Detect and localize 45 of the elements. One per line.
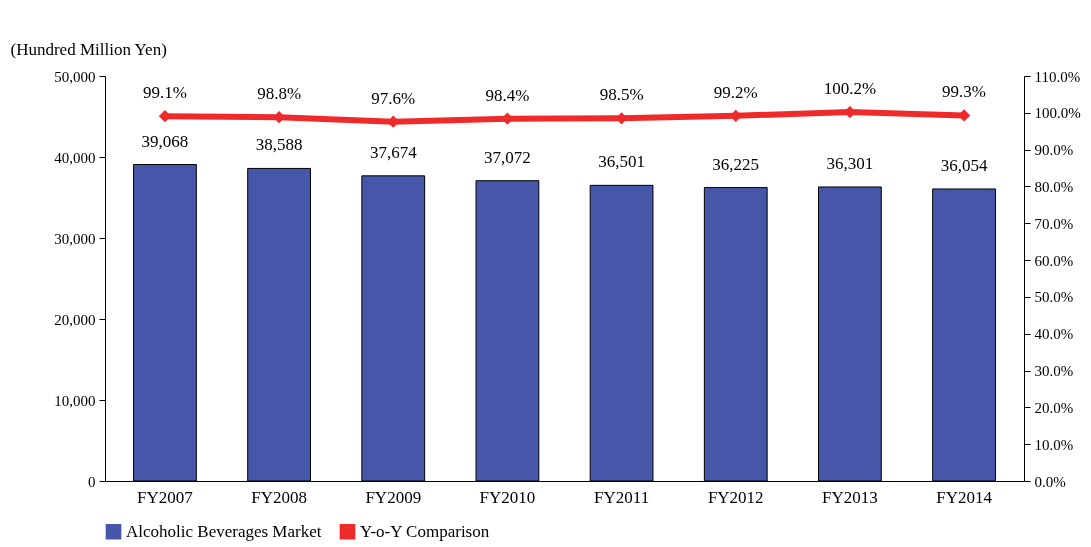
x-tick-label: FY2009 bbox=[365, 487, 422, 507]
y2-tick-label: 100.0% bbox=[1034, 105, 1081, 122]
data-label: 99.3% bbox=[942, 82, 987, 102]
x-tick-label: FY2014 bbox=[936, 487, 993, 507]
y2-tick-label: 110.0% bbox=[1034, 68, 1081, 85]
y2-tick-label: 0.0% bbox=[1034, 473, 1066, 490]
x-tick-label: FY2007 bbox=[137, 487, 194, 507]
y2-tick-label: 60.0% bbox=[1034, 252, 1074, 269]
y2-tick-label: 30.0% bbox=[1034, 363, 1074, 380]
y-tick-label: 30,000 bbox=[54, 230, 96, 247]
y2-tick-label: 90.0% bbox=[1034, 142, 1074, 159]
y2-tick-label: 50.0% bbox=[1034, 289, 1074, 306]
x-tick-label: FY2012 bbox=[707, 487, 764, 507]
x-tick-label: FY2011 bbox=[594, 487, 650, 507]
data-label: 36,054 bbox=[940, 155, 988, 175]
data-label: 36,501 bbox=[598, 152, 645, 172]
data-label: 39,068 bbox=[141, 131, 189, 151]
y-tick-label: 50,000 bbox=[54, 68, 96, 85]
data-label: 98.8% bbox=[257, 84, 302, 104]
data-label: 98.5% bbox=[599, 85, 644, 105]
data-label: 37,072 bbox=[484, 147, 531, 167]
x-tick-label: FY2013 bbox=[822, 487, 878, 507]
data-label: 36,301 bbox=[826, 153, 874, 173]
y-tick-label: 10,000 bbox=[54, 392, 96, 409]
legend-label: Alcoholic Beverages Market bbox=[126, 521, 322, 541]
y-tick-label: 20,000 bbox=[54, 311, 96, 328]
y-axis-title: (Hundred Million Yen) bbox=[10, 39, 167, 59]
data-label: 100.2% bbox=[823, 79, 877, 99]
y-tick-label: 0 bbox=[88, 473, 96, 490]
data-label: 38,588 bbox=[255, 135, 303, 155]
data-label: 98.4% bbox=[485, 85, 530, 105]
data-label: 99.2% bbox=[713, 82, 758, 102]
data-label: 37,674 bbox=[369, 142, 418, 162]
legend-label: Y-o-Y Comparison bbox=[360, 521, 490, 541]
y2-tick-label: 20.0% bbox=[1034, 399, 1074, 416]
x-tick-label: FY2010 bbox=[479, 487, 536, 507]
y2-tick-label: 70.0% bbox=[1034, 215, 1074, 232]
y-tick-label: 40,000 bbox=[54, 149, 96, 166]
x-tick-label: FY2008 bbox=[251, 487, 307, 507]
y2-tick-label: 40.0% bbox=[1034, 326, 1074, 343]
y2-tick-label: 80.0% bbox=[1034, 178, 1074, 195]
data-label: 99.1% bbox=[142, 83, 187, 103]
data-label: 36,225 bbox=[712, 154, 760, 174]
data-label: 97.6% bbox=[371, 88, 416, 108]
y2-tick-label: 10.0% bbox=[1034, 436, 1074, 453]
